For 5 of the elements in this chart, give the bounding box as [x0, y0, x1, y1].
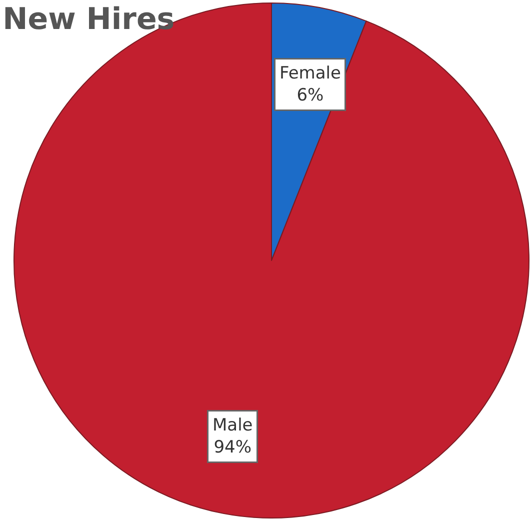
data-label: 6%	[296, 86, 324, 106]
chart-title: New Hires	[2, 2, 175, 37]
data-label: 94%	[214, 438, 252, 458]
slice-label: Male	[212, 416, 253, 436]
slice-label: Female	[280, 64, 341, 84]
